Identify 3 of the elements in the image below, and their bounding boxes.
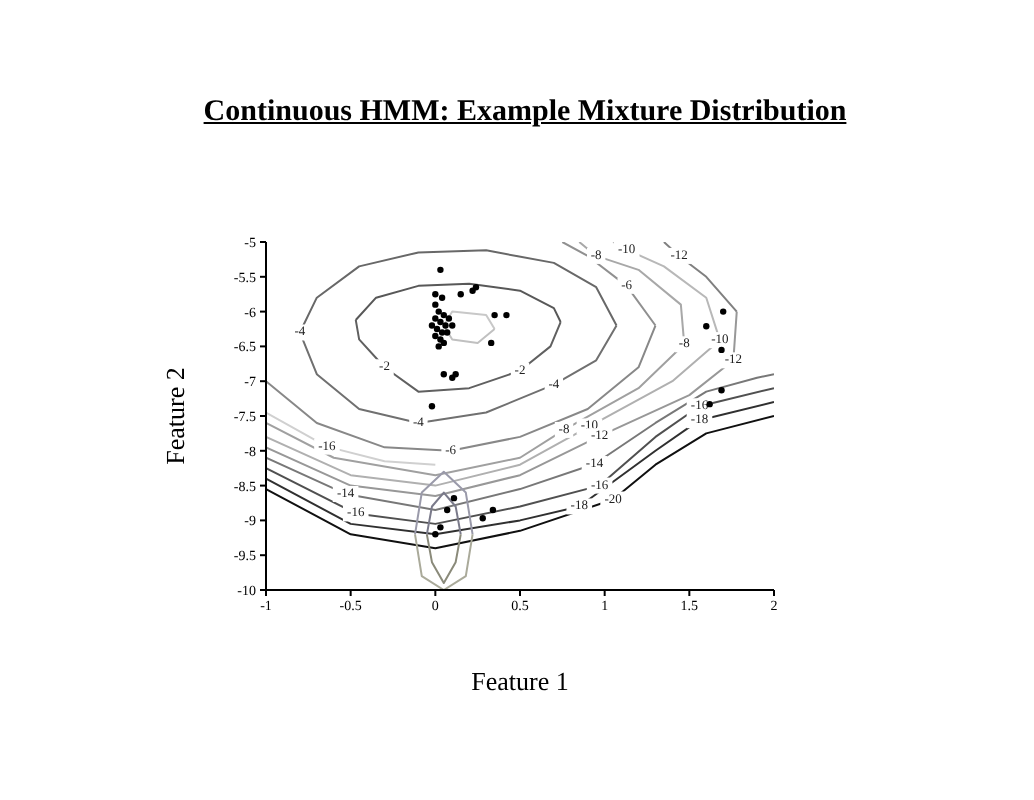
y-axis-title: Feature 2 (160, 367, 192, 465)
x-axis-title: Feature 1 (471, 666, 569, 698)
chart-title: Continuous HMM: Example Mixture Distribution (201, 96, 849, 130)
